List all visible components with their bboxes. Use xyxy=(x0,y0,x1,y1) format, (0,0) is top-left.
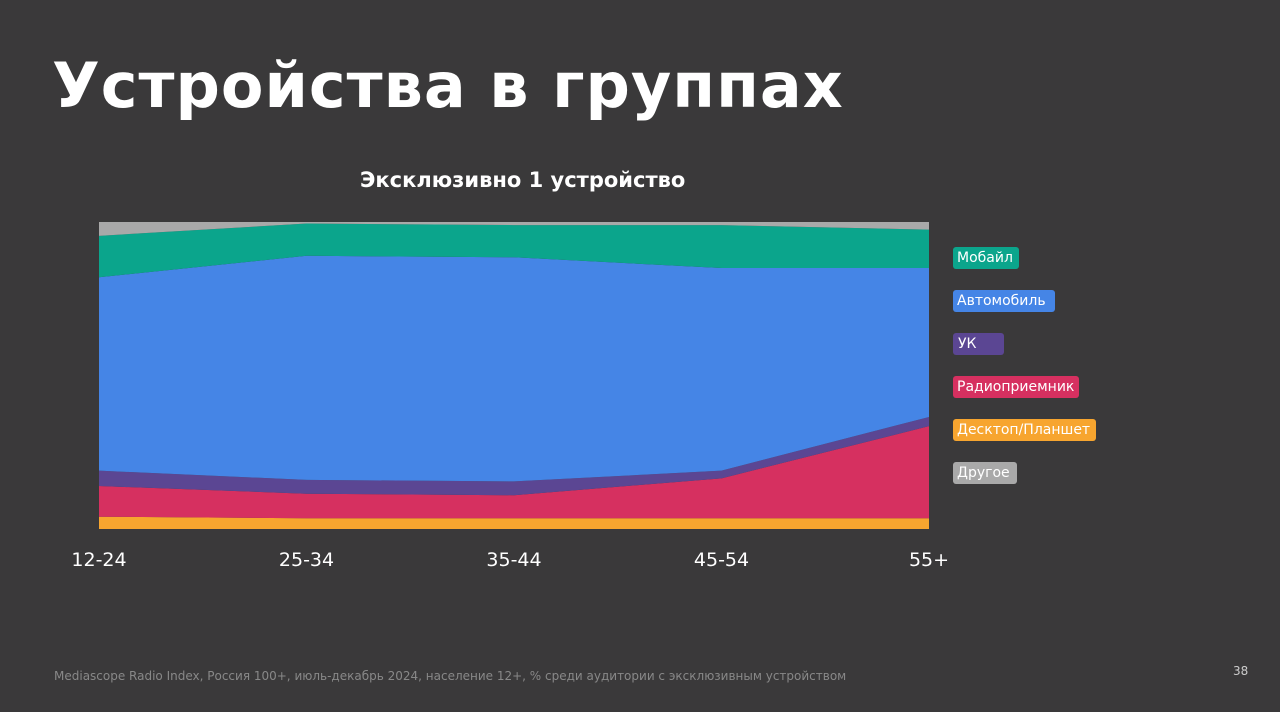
footnote: Mediascope Radio Index, Россия 100+, июл… xyxy=(54,669,847,683)
area-series-радиоприемник xyxy=(99,426,929,519)
legend-item: Радиоприемник xyxy=(953,376,1080,398)
page-number: 38 xyxy=(1233,664,1249,678)
legend-item: Мобайл xyxy=(953,247,1019,269)
area-series-автомобиль xyxy=(99,255,929,482)
x-tick-label: 12-24 xyxy=(71,549,127,571)
chart-title: Эксклюзивно 1 устройство xyxy=(360,168,686,192)
x-tick-label: 35-44 xyxy=(486,549,542,571)
page-title: Устройства в группах xyxy=(52,49,844,122)
area-series-ук xyxy=(99,416,929,496)
legend-item: Десктоп/Планшет xyxy=(953,419,1097,441)
legend-item: Автомобиль xyxy=(953,290,1055,312)
x-tick-label: 55+ xyxy=(908,549,950,571)
x-tick-label: 25-34 xyxy=(278,549,335,571)
area-series-мобайл xyxy=(99,223,929,278)
legend-item: Другое xyxy=(953,462,1017,484)
area-series-десктоп-планшет xyxy=(99,516,929,529)
legend-item: УК xyxy=(953,333,1005,355)
chart-legend: Мобайл Автомобиль УК Радиоприемник Десктоп/П… xyxy=(953,247,1097,484)
area-series-другое xyxy=(99,222,929,236)
x-tick-label: 45-54 xyxy=(693,549,750,571)
